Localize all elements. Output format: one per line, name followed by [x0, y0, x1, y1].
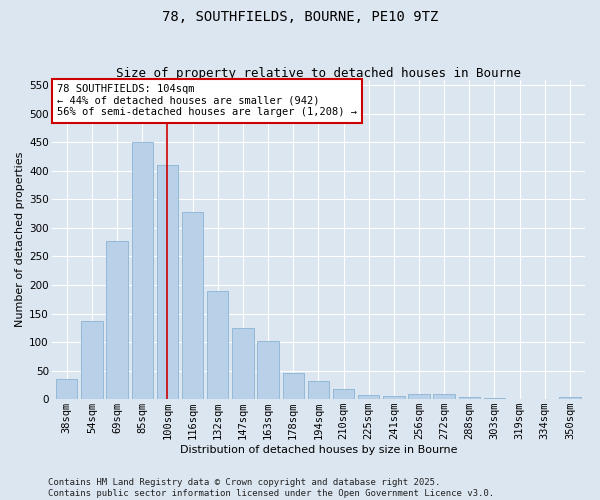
Bar [308, 382, 329, 399]
Bar [408, 394, 430, 399]
Bar [182, 212, 203, 399]
Bar [106, 241, 128, 399]
Bar [232, 328, 254, 399]
Bar [207, 290, 229, 399]
Bar [509, 398, 530, 399]
Bar [433, 394, 455, 399]
Bar [458, 398, 480, 399]
Bar [534, 398, 556, 399]
Title: Size of property relative to detached houses in Bourne: Size of property relative to detached ho… [116, 66, 521, 80]
Text: 78, SOUTHFIELDS, BOURNE, PE10 9TZ: 78, SOUTHFIELDS, BOURNE, PE10 9TZ [162, 10, 438, 24]
Bar [131, 142, 153, 399]
Bar [383, 396, 404, 399]
Bar [358, 394, 379, 399]
Bar [484, 398, 505, 399]
Bar [559, 398, 581, 399]
Bar [283, 373, 304, 399]
Bar [257, 341, 279, 399]
Text: 78 SOUTHFIELDS: 104sqm
← 44% of detached houses are smaller (942)
56% of semi-de: 78 SOUTHFIELDS: 104sqm ← 44% of detached… [57, 84, 357, 117]
Bar [333, 389, 354, 399]
Bar [56, 379, 77, 399]
X-axis label: Distribution of detached houses by size in Bourne: Distribution of detached houses by size … [179, 445, 457, 455]
Text: Contains HM Land Registry data © Crown copyright and database right 2025.
Contai: Contains HM Land Registry data © Crown c… [48, 478, 494, 498]
Y-axis label: Number of detached properties: Number of detached properties [15, 152, 25, 327]
Bar [81, 321, 103, 399]
Bar [157, 165, 178, 399]
